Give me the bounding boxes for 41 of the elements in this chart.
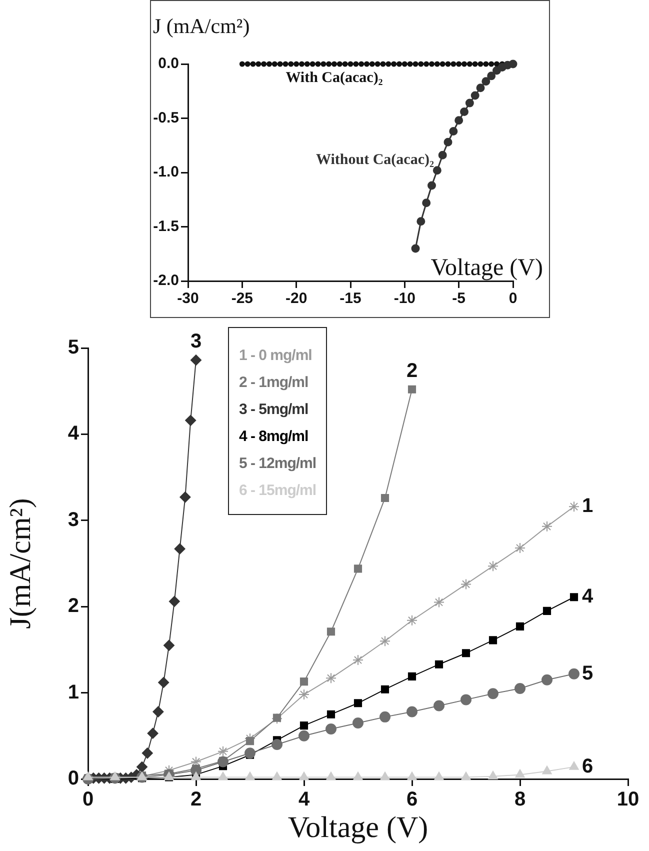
- x-tick-label: -10: [394, 290, 416, 308]
- y-tick-label: -1.0: [153, 164, 179, 181]
- annotation: 3: [190, 330, 202, 353]
- text: 2 - 1mg/ml: [239, 373, 310, 393]
- x-axis-title: Voltage (V): [430, 255, 543, 281]
- y-tick-label: -1.5: [153, 218, 179, 235]
- y-tick-label: 1: [68, 681, 79, 704]
- y-tick-label: -0.5: [153, 109, 179, 126]
- series-label: With Ca(acac)₂: [286, 70, 384, 86]
- annotation: 6: [582, 755, 594, 778]
- annotation: 5: [582, 662, 594, 684]
- x-tick-label: -5: [452, 290, 466, 308]
- y-axis-title: J (mA/cm²): [153, 14, 250, 38]
- y-tick-label: 4: [68, 422, 80, 445]
- x-tick-label: 2: [190, 788, 202, 811]
- series-label: Without Ca(acac)₂: [316, 152, 434, 168]
- text: 3 - 5mg/ml: [239, 400, 310, 420]
- annotation: 1: [582, 495, 594, 518]
- x-tick-label: 0: [508, 290, 518, 308]
- x-tick-label: -20: [285, 290, 308, 308]
- text: 4 - 8mg/ml: [239, 427, 310, 447]
- annotation: 2: [406, 360, 418, 382]
- y-tick-label: 5: [68, 336, 79, 359]
- y-tick-label: 0: [68, 768, 79, 790]
- text: 5 - 12mg/ml: [239, 454, 316, 474]
- x-tick-label: 4: [298, 788, 310, 811]
- x-tick-label: 0: [82, 788, 94, 811]
- text: 1 - 0 mg/ml: [239, 346, 313, 366]
- x-tick-label: 6: [406, 788, 418, 811]
- y-tick-label: 0.0: [158, 55, 179, 72]
- annotation: 4: [582, 586, 594, 608]
- y-axis-title: J(mA/cm²): [4, 498, 37, 629]
- y-tick-label: 3: [68, 508, 79, 531]
- x-tick-label: -30: [177, 290, 199, 308]
- x-tick-label: -15: [340, 290, 362, 308]
- y-tick-label: -2.0: [153, 272, 179, 290]
- x-axis-title: Voltage (V): [288, 810, 428, 844]
- y-tick-label: 2: [68, 595, 79, 618]
- x-tick-label: -25: [231, 290, 254, 308]
- x-tick-label: 8: [514, 788, 526, 811]
- x-tick-label: 10: [616, 788, 640, 811]
